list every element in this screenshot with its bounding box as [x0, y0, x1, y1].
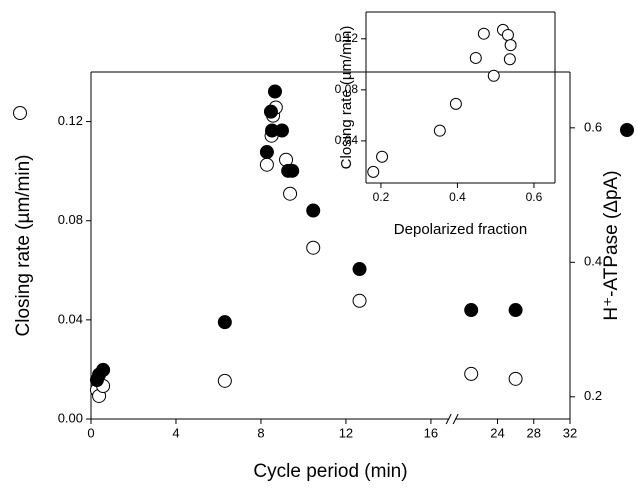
- y2-tick-label: 0.4: [584, 254, 602, 269]
- x-axis-label: Depolarized fraction: [394, 221, 527, 238]
- data-point: [469, 51, 482, 64]
- y-tick-label: 0.08: [335, 82, 359, 96]
- data-point: [477, 27, 490, 40]
- data-point: [274, 123, 289, 138]
- x-tick-label: 32: [563, 425, 577, 440]
- data-point: [508, 303, 523, 318]
- y-tick-label: 0.00: [58, 410, 83, 425]
- y-tick-label: 0.08: [58, 212, 83, 227]
- data-point: [306, 240, 321, 255]
- data-point: [267, 84, 282, 99]
- data-point: [217, 315, 232, 330]
- data-point: [367, 165, 380, 178]
- x-tick-label: 4: [172, 425, 179, 440]
- data-point: [283, 186, 298, 201]
- data-point: [487, 69, 500, 82]
- x-tick-label: 0: [87, 425, 94, 440]
- axis-key: [620, 123, 634, 137]
- x-tick-label: 16: [424, 425, 438, 440]
- x-tick-label: 8: [257, 425, 264, 440]
- x-tick-label: 0.2: [373, 190, 390, 204]
- data-point: [217, 373, 232, 388]
- data-point: [376, 150, 389, 163]
- data-point: [352, 293, 367, 308]
- data-point: [449, 97, 462, 110]
- y-tick-label: 0.04: [58, 311, 83, 326]
- data-point: [259, 145, 274, 160]
- data-point: [503, 53, 516, 66]
- x-tick-label: 0.6: [526, 190, 543, 204]
- data-point: [464, 303, 479, 318]
- y2-tick-label: 0.2: [584, 388, 602, 403]
- axis-key: [13, 106, 27, 120]
- y-tick-label: 0.04: [335, 133, 359, 147]
- data-point: [259, 157, 274, 172]
- data-point: [504, 39, 517, 52]
- data-point: [263, 104, 278, 119]
- axis-break: [445, 413, 452, 425]
- x-tick-label: 24: [490, 425, 504, 440]
- axis-break: [452, 413, 459, 425]
- data-point: [285, 163, 300, 178]
- y2-tick-label: 0.6: [584, 119, 602, 134]
- data-point: [501, 28, 514, 41]
- y-tick-label: 0.12: [335, 31, 359, 45]
- data-point: [96, 362, 111, 377]
- y-tick-label: 0.12: [58, 113, 83, 128]
- x-tick-label: 0.4: [449, 190, 466, 204]
- data-point: [433, 124, 446, 137]
- x-axis-label: Cycle period (min): [253, 461, 407, 482]
- data-point: [306, 203, 321, 218]
- data-point: [352, 262, 367, 277]
- x-tick-label: 28: [527, 425, 541, 440]
- x-tick-label: 12: [339, 425, 353, 440]
- y-axis-label: Closing rate (µm/min): [13, 155, 34, 337]
- y-axis-label: Closing rate (µm/min): [338, 26, 355, 170]
- data-point: [508, 371, 523, 386]
- data-point: [464, 366, 479, 381]
- y2-axis-label: H⁺-ATPase (ΔpA): [601, 170, 622, 320]
